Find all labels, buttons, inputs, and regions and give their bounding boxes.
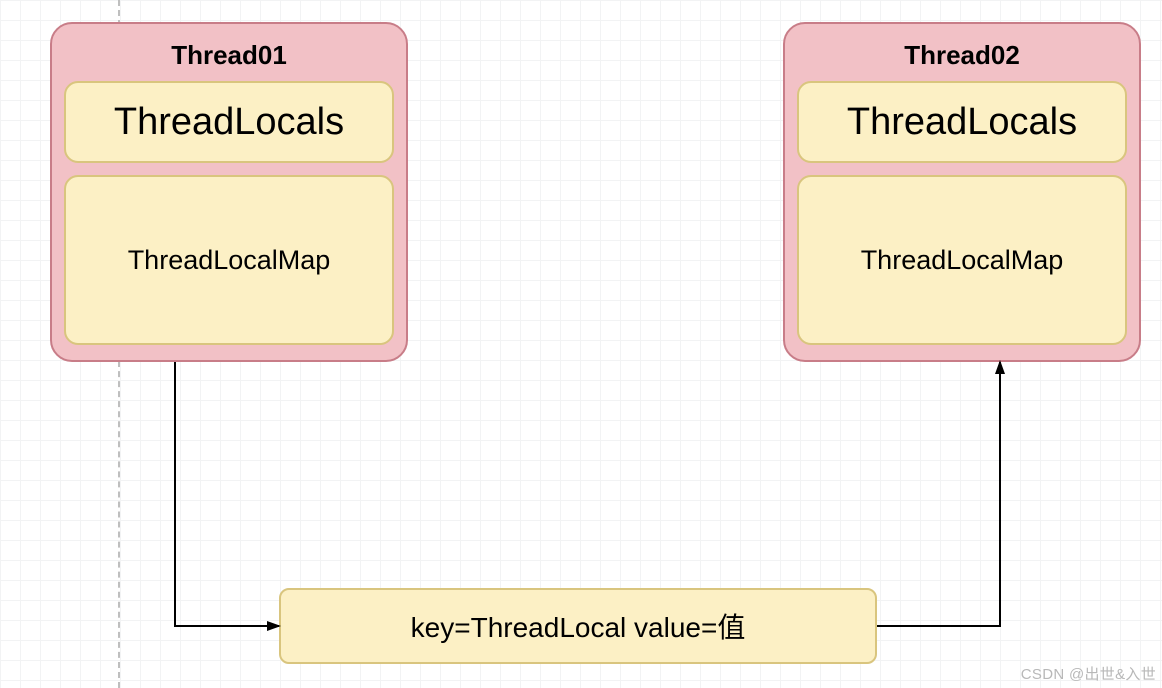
thread02-threadlocals-box: ThreadLocals — [797, 81, 1127, 163]
thread01-threadlocalmap-label: ThreadLocalMap — [128, 245, 331, 276]
thread02-threadlocals-label: ThreadLocals — [847, 101, 1077, 144]
edge-kv-to-thread02 — [877, 362, 1000, 626]
watermark: CSDN @出世&入世 — [1021, 663, 1156, 684]
kv-label: key=ThreadLocal value=值 — [411, 606, 746, 646]
thread01-threadlocalmap-box: ThreadLocalMap — [64, 175, 394, 345]
thread01-threadlocals-box: ThreadLocals — [64, 81, 394, 163]
thread01-title: Thread01 — [64, 40, 394, 71]
thread02-container: Thread02 ThreadLocals ThreadLocalMap — [783, 22, 1141, 362]
thread02-title: Thread02 — [797, 40, 1127, 71]
thread02-threadlocalmap-box: ThreadLocalMap — [797, 175, 1127, 345]
edge-thread01-to-kv — [175, 362, 279, 626]
thread01-container: Thread01 ThreadLocals ThreadLocalMap — [50, 22, 408, 362]
thread01-threadlocals-label: ThreadLocals — [114, 101, 344, 144]
thread02-threadlocalmap-label: ThreadLocalMap — [861, 245, 1064, 276]
kv-box: key=ThreadLocal value=值 — [279, 588, 877, 664]
